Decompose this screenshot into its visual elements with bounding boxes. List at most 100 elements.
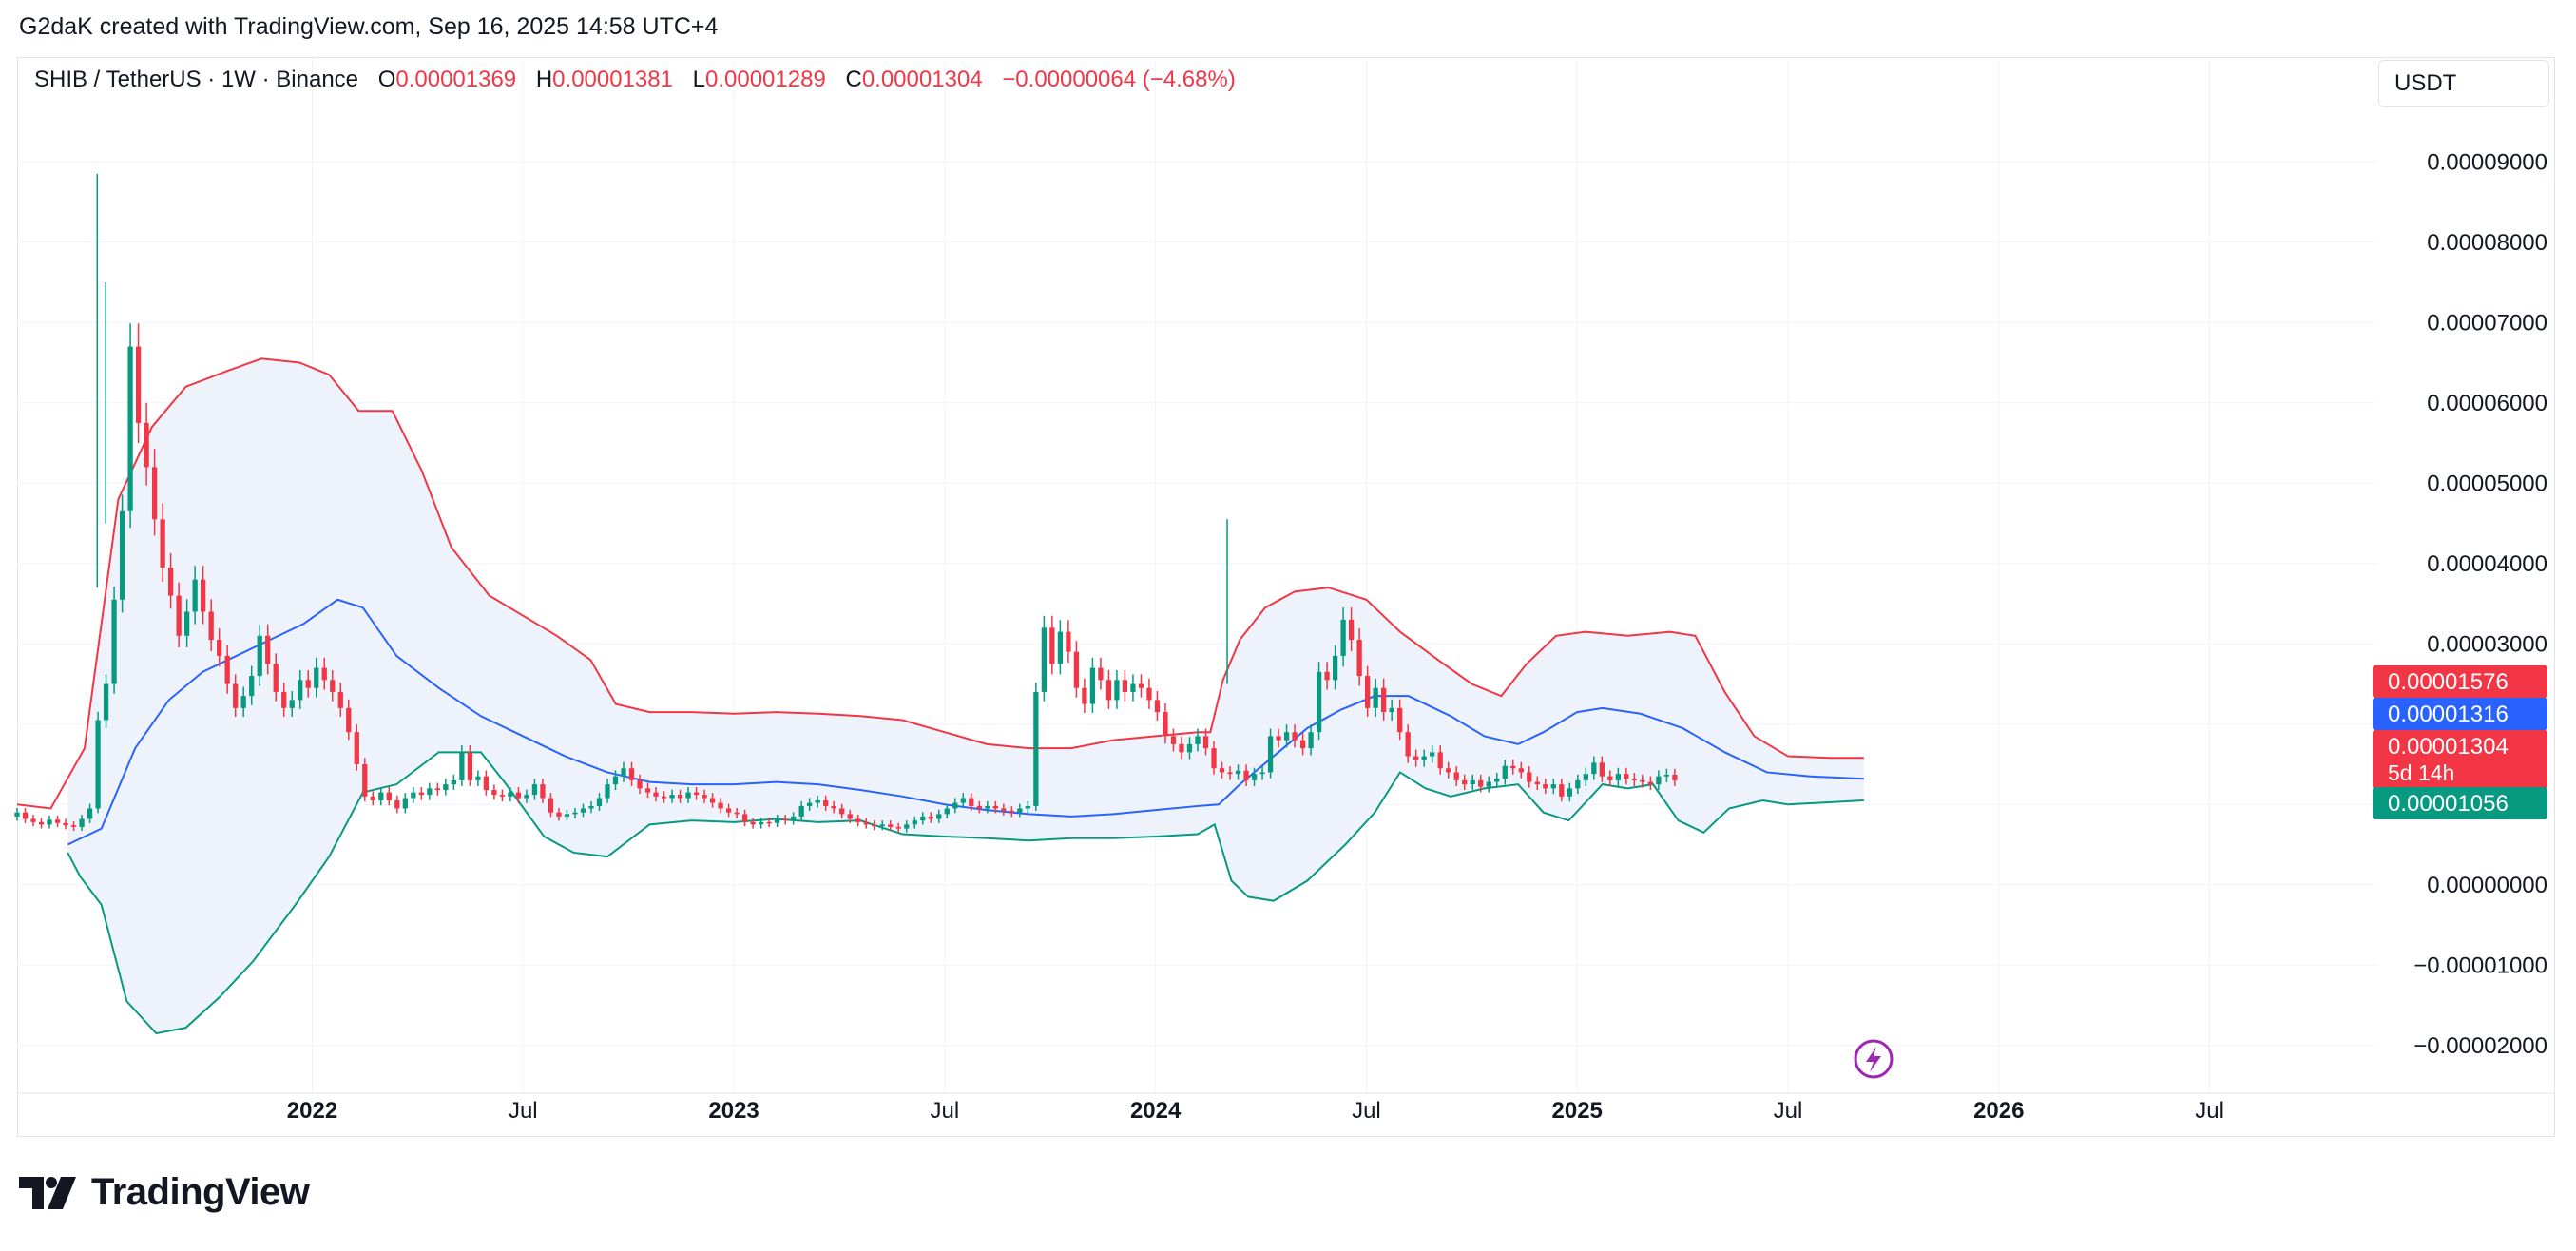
event-marker[interactable] xyxy=(1854,1039,1894,1079)
candle xyxy=(1567,782,1572,802)
candle xyxy=(1001,803,1007,816)
candle-body xyxy=(1437,752,1443,769)
candle xyxy=(1259,766,1265,780)
chart-credit: G2daK created with TradingView.com, Sep … xyxy=(19,13,719,40)
candle xyxy=(249,665,255,705)
candle-body xyxy=(960,798,966,803)
candle-body xyxy=(483,776,490,791)
candle xyxy=(1283,724,1290,748)
candle xyxy=(1308,724,1314,756)
candle xyxy=(612,770,619,791)
candle xyxy=(38,818,45,829)
last-price-tag-bg xyxy=(2373,730,2547,789)
upper-band-price-tag: 0.00001576 xyxy=(2373,665,2547,698)
candle-body xyxy=(1098,667,1104,681)
candle xyxy=(224,645,230,694)
candle-body xyxy=(1332,655,1338,681)
candle xyxy=(992,800,998,814)
candle-body xyxy=(1373,687,1378,708)
candle xyxy=(1389,699,1394,722)
price-tick-label: 0.00006000 xyxy=(2427,391,2547,416)
candle-body xyxy=(79,818,85,827)
time-tick-label: Jul xyxy=(931,1098,960,1124)
candle-body xyxy=(1017,808,1023,813)
candle xyxy=(847,809,853,823)
candle-body xyxy=(1057,631,1064,664)
candle xyxy=(1025,800,1030,814)
symbol-name[interactable]: SHIB / TetherUS · 1W · Binance xyxy=(34,67,359,92)
last-price-tag-countdown: 5d 14h xyxy=(2388,760,2454,785)
candle xyxy=(1462,774,1468,791)
candle-body xyxy=(1494,779,1500,782)
candle xyxy=(888,820,894,832)
candle xyxy=(960,793,966,808)
candle-body xyxy=(30,818,36,822)
candle xyxy=(1640,774,1645,788)
candle xyxy=(637,774,643,795)
candle xyxy=(1227,766,1233,780)
candle xyxy=(1647,776,1654,791)
candle xyxy=(1663,768,1670,782)
candle-body xyxy=(1235,770,1241,775)
candle xyxy=(370,791,375,806)
candle xyxy=(815,795,820,808)
candle xyxy=(904,820,910,833)
candle xyxy=(831,800,836,814)
candle xyxy=(1219,761,1225,779)
candle-body xyxy=(741,814,748,822)
candle-body xyxy=(766,821,772,824)
candle-body xyxy=(1413,756,1419,760)
candle xyxy=(337,683,343,717)
candle-body xyxy=(87,808,93,819)
price-tick-label: 0.00004000 xyxy=(2427,551,2547,577)
candle xyxy=(564,809,570,821)
candle xyxy=(1543,779,1548,795)
candle-body xyxy=(605,784,610,799)
candle-body xyxy=(1227,772,1233,775)
time-tick-label: 2026 xyxy=(1973,1098,2024,1124)
candle-body xyxy=(70,825,77,827)
basis-tag-label: 0.00001316 xyxy=(2388,702,2509,727)
price-tick-label: 0.00009000 xyxy=(2427,149,2547,175)
candle-body xyxy=(1025,805,1030,809)
candle-body xyxy=(1154,700,1161,713)
candle xyxy=(411,786,416,803)
candle xyxy=(1202,728,1209,756)
candle-body xyxy=(240,696,246,708)
candle xyxy=(22,807,29,823)
candle xyxy=(1033,683,1039,811)
candle-body xyxy=(685,792,691,799)
candle-body xyxy=(879,824,885,827)
candle xyxy=(1243,764,1249,786)
candle-body xyxy=(540,784,546,799)
candle-body xyxy=(944,808,950,815)
candle xyxy=(1163,703,1168,744)
candle xyxy=(653,786,659,802)
candle xyxy=(475,770,481,786)
lower-band-tag-label: 0.00001056 xyxy=(2388,791,2509,817)
candle xyxy=(1267,728,1274,779)
candle-body xyxy=(628,768,635,780)
candle-body xyxy=(992,805,998,809)
candle-body xyxy=(1527,772,1532,782)
close-value: 0.00001304 xyxy=(861,67,983,92)
candle xyxy=(1575,774,1581,795)
candle-body xyxy=(815,800,820,803)
candle-body xyxy=(904,824,910,829)
lightning-bolt-icon xyxy=(1866,1047,1881,1072)
time-tick-label: Jul xyxy=(1352,1098,1381,1124)
candle xyxy=(1607,770,1613,786)
candle-body xyxy=(1663,774,1670,777)
candle-body xyxy=(1502,765,1508,779)
candle xyxy=(289,690,295,717)
candle xyxy=(580,803,586,818)
candle xyxy=(1527,766,1532,788)
candle xyxy=(1373,678,1378,717)
currency-selector[interactable]: USDT xyxy=(2378,60,2549,107)
candle xyxy=(1591,756,1597,780)
candle-body xyxy=(1001,808,1007,812)
candle-body xyxy=(160,519,165,568)
candle xyxy=(1170,728,1177,752)
tradingview-logo[interactable]: TradingView xyxy=(19,1171,310,1214)
